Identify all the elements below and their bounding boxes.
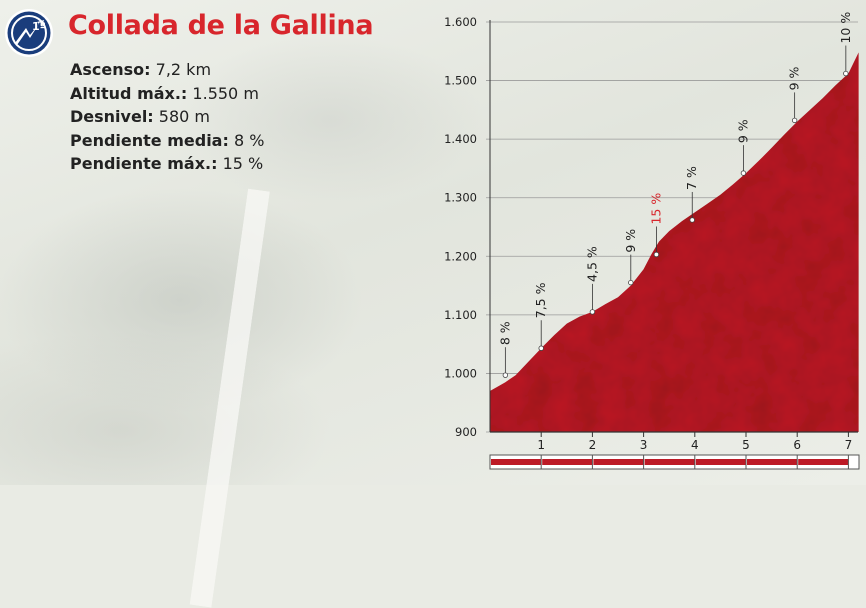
stat-ascent: Ascenso: 7,2 km: [70, 60, 212, 79]
gradient-marker: [538, 345, 544, 351]
gradient-label: 9 %: [623, 229, 638, 253]
gradient-marker: [689, 217, 695, 223]
y-tick-label: 900: [455, 425, 477, 439]
gradient-label: 7 %: [684, 166, 699, 190]
gradient-marker: [791, 117, 798, 124]
x-tick-label: 2: [589, 438, 597, 452]
distance-bar-segment: [747, 459, 798, 465]
distance-bar-segment: [491, 459, 542, 465]
gradient-label: 9 %: [787, 66, 802, 90]
distance-bar-segment: [542, 459, 593, 465]
gradient-label: 8 %: [497, 321, 512, 345]
gradient-marker: [653, 251, 660, 258]
elevation-profile-area: [490, 52, 859, 432]
y-tick-label: 1.300: [444, 191, 477, 205]
gradient-marker: [502, 372, 509, 378]
gradient-label: 10 %: [838, 12, 853, 44]
distance-bar-segment: [644, 459, 695, 465]
gradient-label: 9 %: [735, 119, 750, 143]
stat-average-gradient: Pendiente media: 8 %: [70, 130, 265, 150]
max-gradient-label: 15 %: [648, 193, 663, 225]
distance-scale-bar: [489, 454, 860, 470]
x-tick-label: 5: [742, 438, 750, 452]
stat-max-gradient: Pendiente máx.: 15 %: [70, 154, 264, 174]
gradient-marker: [843, 70, 849, 77]
y-tick-label: 1.400: [444, 132, 477, 146]
mountain-arrow-icon: [15, 20, 44, 45]
gradient-marker: [740, 170, 747, 176]
x-tick-label: 3: [640, 438, 648, 452]
category-label: 1ª: [32, 20, 46, 33]
x-tick-label: 1: [537, 438, 545, 452]
category-badge: 1ª: [5, 9, 53, 57]
gradient-marker: [628, 279, 634, 286]
stat-max-altitude: Altitud máx.: 1.550 m: [70, 83, 259, 103]
gradient-marker: [589, 309, 596, 315]
distance-bar-segment: [695, 459, 746, 465]
gradient-label: 4,5 %: [584, 246, 599, 282]
y-tick-label: 1.000: [444, 366, 477, 380]
climb-title: Collada de la Gallina: [68, 10, 374, 41]
y-tick-label: 1.200: [444, 249, 477, 263]
x-tick-label: 6: [793, 438, 801, 452]
y-tick-label: 1.100: [444, 308, 477, 322]
gradient-label: 7,5 %: [533, 282, 548, 318]
stat-elevation-gain: Desnivel: 580 m: [70, 107, 211, 127]
y-tick-label: 1.500: [444, 74, 477, 88]
climb-stats: Ascenso: 7,2 km Altitud máx.: 1.550 m De…: [70, 58, 264, 176]
y-tick-label: 1.600: [444, 15, 477, 29]
elevation-profile-chart: 900 1.000 1.100 1.200 1.300 1.400 1.500 1.600 1 2…: [444, 12, 860, 470]
distance-bar-segment: [593, 459, 644, 465]
x-tick-label: 7: [845, 438, 853, 452]
x-tick-label: 4: [691, 438, 699, 452]
distance-bar-segment: [798, 459, 849, 465]
